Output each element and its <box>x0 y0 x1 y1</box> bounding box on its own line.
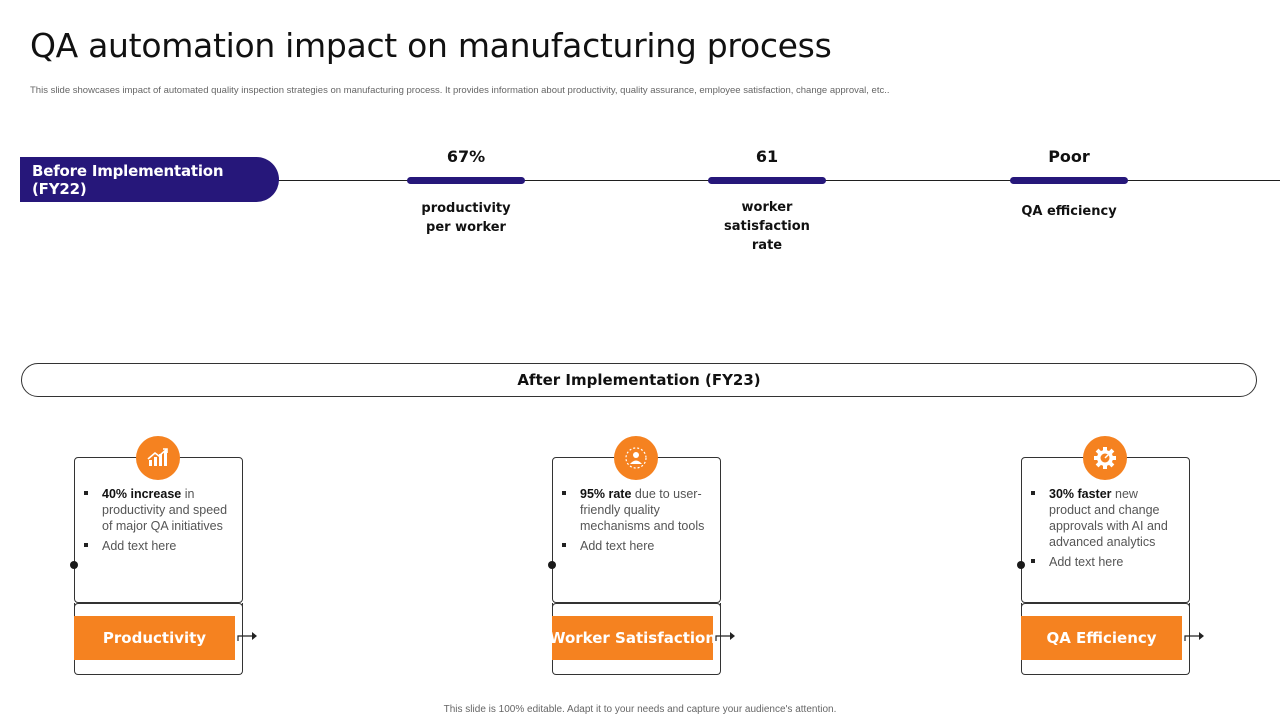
card-bullet-list: 40% increase in productivity and speed o… <box>82 486 232 558</box>
before-implementation-pill: Before Implementation (FY22) <box>20 157 279 202</box>
card-productivity: 40% increase in productivity and speed o… <box>70 436 259 676</box>
bullet-item: Add text here <box>1029 554 1179 570</box>
metric-productivity: 67% productivity per worker <box>406 146 526 237</box>
arrow-right-icon <box>1184 632 1204 641</box>
card-label-productivity: Productivity <box>74 616 235 660</box>
bullet-item: 40% increase in productivity and speed o… <box>82 486 232 534</box>
page-title: QA automation impact on manufacturing pr… <box>30 26 832 65</box>
after-implementation-pill: After Implementation (FY23) <box>21 363 1257 397</box>
connector-dot <box>548 561 556 569</box>
connector-dot <box>70 561 78 569</box>
people-satisfaction-icon <box>614 436 658 480</box>
metric-worker-satisfaction: 61 worker satisfaction rate <box>707 146 827 255</box>
metric-bar <box>1010 177 1128 184</box>
gear-speed-icon <box>1083 436 1127 480</box>
growth-chart-icon <box>136 436 180 480</box>
page-subtitle: This slide showcases impact of automated… <box>30 85 890 96</box>
card-bullet-list: 95% rate due to user-friendly quality me… <box>560 486 710 558</box>
metric-qa-efficiency: Poor QA efficiency <box>1009 146 1129 221</box>
card-label-qa-efficiency: QA Efficiency <box>1021 616 1182 660</box>
page-footer: This slide is 100% editable. Adapt it to… <box>443 704 837 715</box>
metric-label: worker satisfaction rate <box>724 200 810 253</box>
metric-bar <box>407 177 525 184</box>
card-qa-efficiency: 30% faster new product and change approv… <box>1017 436 1206 676</box>
bullet-item: Add text here <box>560 538 710 554</box>
metric-value: 67% <box>446 147 486 166</box>
metric-value: 61 <box>755 147 779 166</box>
card-box <box>74 457 243 603</box>
arrow-right-icon <box>715 632 735 641</box>
metric-label: QA efficiency <box>1021 204 1117 219</box>
bullet-item: Add text here <box>82 538 232 554</box>
before-implementation-label: Before Implementation (FY22) <box>32 161 224 198</box>
metric-label: productivity per worker <box>421 201 511 235</box>
metric-value: Poor <box>1048 147 1090 166</box>
card-worker-satisfaction: 95% rate due to user-friendly quality me… <box>548 436 737 676</box>
card-label-worker-satisfaction: Worker Satisfaction <box>549 616 716 660</box>
card-box <box>1021 457 1190 603</box>
arrow-right-icon <box>237 632 257 641</box>
card-bullet-list: 30% faster new product and change approv… <box>1029 486 1179 574</box>
connector-dot <box>1017 561 1025 569</box>
after-implementation-label: After Implementation (FY23) <box>517 371 761 389</box>
bullet-item: 95% rate due to user-friendly quality me… <box>560 486 710 534</box>
metric-bar <box>708 177 826 184</box>
bullet-item: 30% faster new product and change approv… <box>1029 486 1179 550</box>
